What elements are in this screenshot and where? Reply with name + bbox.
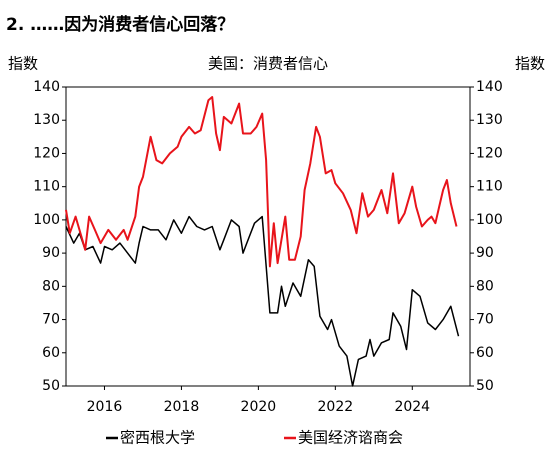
x-tick-label: 2016 (87, 399, 123, 415)
y-tick-label: 110 (33, 179, 60, 195)
y-axis-label: 指数 (8, 55, 38, 73)
y2-tick-label: 110 (476, 179, 503, 195)
y2-tick-label: 100 (476, 212, 503, 228)
y2-tick-label: 90 (476, 245, 494, 261)
legend-label: 密西根大学 (120, 429, 195, 447)
series-line (65, 215, 460, 387)
x-tick-label: 2024 (394, 399, 430, 415)
x-tick-label: 2018 (164, 399, 200, 415)
y-tick-label: 70 (42, 312, 60, 328)
y-tick-label: 90 (42, 245, 60, 261)
series-line (65, 96, 458, 268)
y2-tick-label: 70 (476, 312, 494, 328)
y2-tick-label: 120 (476, 145, 503, 161)
y2-tick-label: 50 (476, 378, 494, 394)
y-tick-label: 60 (42, 345, 60, 361)
legend-label: 美国经济谘商会 (298, 429, 403, 447)
y2-tick-label: 140 (476, 79, 503, 95)
chart-subtitle: 美国：消费者信心 (208, 55, 328, 73)
x-tick-label: 2022 (318, 399, 354, 415)
y-tick-label: 140 (33, 79, 60, 95)
y-tick-label: 130 (33, 112, 60, 128)
y-tick-label: 120 (33, 145, 60, 161)
y-tick-label: 80 (42, 278, 60, 294)
y2-axis-label: 指数 (515, 55, 545, 73)
y-tick-label: 100 (33, 212, 60, 228)
y2-tick-label: 60 (476, 345, 494, 361)
y2-tick-label: 80 (476, 278, 494, 294)
x-tick-label: 2020 (241, 399, 277, 415)
plot-frame (65, 86, 471, 387)
y-tick-label: 50 (42, 378, 60, 394)
chart-title: 2. ……因为消费者信心回落？ (6, 14, 234, 35)
y2-tick-label: 130 (476, 112, 503, 128)
